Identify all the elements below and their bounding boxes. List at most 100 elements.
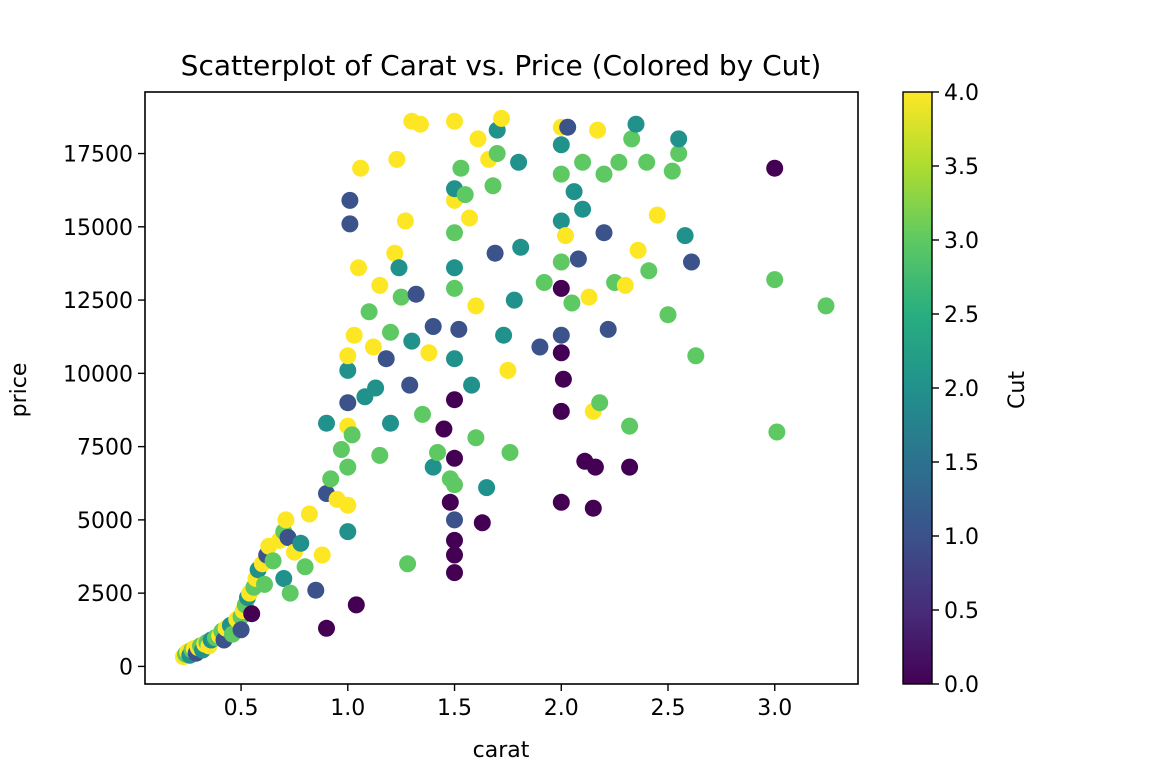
scatter-point (591, 394, 609, 412)
scatter-point (343, 426, 361, 444)
scatter-point (339, 496, 357, 514)
scatter-point (595, 165, 613, 183)
x-tick-label: 1.5 (437, 696, 472, 721)
scatter-point (554, 370, 572, 388)
scatter-point (446, 531, 463, 549)
scatter-point (429, 444, 446, 461)
scatter-point (563, 294, 581, 312)
scatter-point (446, 112, 463, 130)
scatter-point (574, 153, 592, 171)
scatter-point (446, 259, 463, 277)
scatter-point (313, 546, 331, 564)
y-tick-label: 7500 (77, 436, 133, 461)
scatter-point (318, 414, 335, 432)
scatter-point (446, 546, 463, 564)
scatter-point (586, 458, 604, 476)
scatter-point (552, 212, 570, 230)
colorbar-tick-label: 2.5 (944, 303, 979, 328)
scatter-point (488, 145, 506, 162)
scatter-point (670, 130, 688, 148)
scatter-point (452, 159, 470, 177)
scatter-point (243, 605, 261, 623)
scatter-point (403, 332, 421, 350)
scatter-point (256, 575, 273, 593)
scatter-point (341, 215, 359, 233)
scatter-point (390, 259, 408, 277)
scatter-point (300, 505, 318, 523)
scatter-point (461, 209, 478, 227)
scatter-point (486, 244, 504, 262)
x-axis-ticks: 0.5 1.0 1.5 2.0 2.5 3.0 (224, 684, 792, 721)
scatter-point (595, 224, 613, 242)
scatter-point (648, 206, 666, 224)
scatter-point (621, 458, 639, 476)
scatter-point (589, 121, 607, 139)
y-axis-label: price (7, 363, 32, 418)
scatter-point (663, 162, 681, 180)
chart-title: Scatterplot of Carat vs. Price (Colored … (181, 49, 822, 82)
scatter-point (424, 458, 442, 476)
scatter-point (456, 186, 474, 204)
plot-area: 0.5 1.0 1.5 2.0 2.5 3.0 0 2500 5000 7500 10000 125… (63, 91, 859, 721)
scatter-point (565, 183, 583, 201)
scatter-point (446, 449, 463, 467)
scatter-point (446, 224, 463, 242)
scatter-point (446, 564, 463, 582)
scatter-point (512, 238, 530, 256)
scatter-point (495, 326, 513, 344)
scatter-point (277, 511, 295, 529)
scatter-point (552, 165, 570, 183)
scatter-point (766, 159, 784, 177)
scatter-point (377, 350, 395, 368)
scatter-point (339, 394, 357, 412)
scatter-point (386, 244, 404, 262)
scatter-point (446, 511, 463, 529)
scatter-point (371, 446, 389, 464)
scatter-point (347, 596, 365, 614)
scatter-point (401, 376, 419, 394)
scatter-point (469, 130, 487, 148)
y-tick-label: 15000 (63, 216, 133, 241)
scatter-point (411, 115, 429, 133)
scatter-point (616, 276, 634, 294)
scatter-point (446, 476, 463, 494)
scatter-point (683, 253, 700, 271)
scatter-point (610, 153, 628, 171)
y-tick-label: 17500 (63, 143, 133, 168)
x-axis-label: carat (473, 738, 530, 763)
scatter-point (531, 338, 549, 356)
scatter-point (441, 493, 459, 511)
scatter-point (341, 191, 359, 209)
y-tick-label: 12500 (63, 289, 133, 314)
scatter-point (332, 441, 350, 458)
scatter-point (322, 470, 340, 488)
scatter-point (339, 347, 357, 365)
colorbar-tick-label: 4.0 (944, 81, 979, 106)
scatter-point (371, 276, 389, 294)
scatter-point (676, 227, 694, 245)
scatter-point (580, 288, 598, 306)
scatter-point (382, 414, 399, 432)
scatter-point (493, 109, 510, 127)
scatter-point (281, 584, 299, 602)
scatter-point (638, 153, 656, 171)
scatter-point (392, 288, 410, 306)
scatter-point (307, 581, 325, 599)
scatter-point (484, 177, 502, 195)
y-axis-ticks: 0 2500 5000 7500 10000 12500 15000 17500 (63, 143, 145, 680)
scatter-point (640, 262, 658, 280)
scatter-point (817, 297, 835, 315)
y-tick-label: 2500 (77, 582, 133, 607)
x-tick-label: 2.0 (544, 696, 579, 721)
scatter-point (467, 429, 485, 447)
scatter-point (623, 130, 641, 148)
scatter-point (360, 303, 378, 321)
scatter-point (535, 274, 553, 291)
scatter-point (339, 458, 357, 476)
colorbar: 0.0 0.5 1.0 1.5 2.0 2.5 3.0 3.5 4.0 Cut (902, 81, 1030, 698)
scatter-point (382, 323, 399, 341)
colorbar-tick-label: 2.0 (944, 377, 979, 402)
scatter-point (552, 493, 570, 511)
scatter-point (446, 391, 463, 409)
